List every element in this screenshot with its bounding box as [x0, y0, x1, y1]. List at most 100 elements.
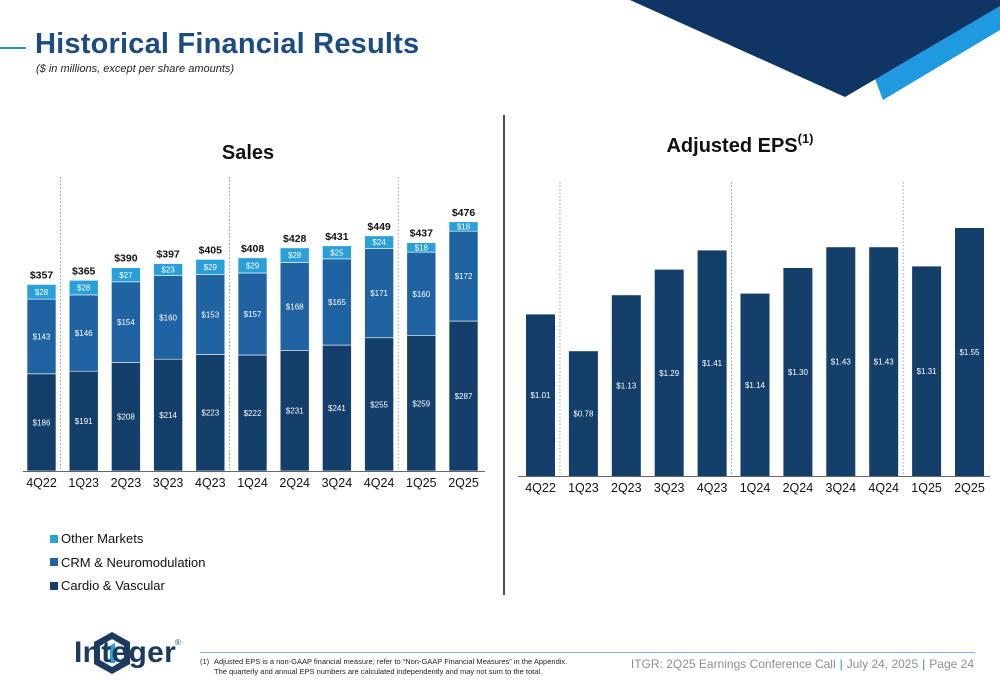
sales-x-tick-label: 1Q25: [406, 476, 437, 490]
sales-segment-label: $241: [328, 404, 346, 413]
sales-bar-segment: [448, 320, 479, 472]
sales-bar-segment: [237, 257, 268, 274]
sales-bar-segment: [448, 230, 479, 322]
sales-bar-segment: [111, 362, 141, 472]
sales-segment-label: $24: [372, 238, 386, 247]
sales-segment-label: $186: [33, 418, 51, 427]
sales-segment-label: $223: [201, 409, 219, 418]
sales-segment-label: $25: [330, 248, 344, 257]
legend-label: Cardio & Vascular: [61, 578, 165, 594]
eps-bar: [611, 295, 641, 476]
eps-bar: [955, 228, 984, 476]
sales-segment-label: $165: [328, 298, 346, 307]
sales-bar-segment: [111, 267, 141, 283]
footnote: (1) Adjusted EPS is a non-GAAP financial …: [200, 657, 567, 676]
sales-bar-segment: [364, 235, 394, 249]
sales-total-label: $390: [114, 253, 138, 265]
logo-wordmark: Integer: [74, 636, 177, 669]
footnote-line-2: The quarterly and annual EPS numbers are…: [214, 666, 543, 676]
sales-segment-label: $153: [201, 311, 219, 320]
sales-bar-segment: [279, 247, 310, 263]
eps-bar: [740, 293, 770, 476]
sales-segment-label: $231: [286, 407, 304, 416]
sales-total-label: $476: [452, 207, 476, 219]
eps-bar: [826, 247, 856, 476]
eps-value-label: $0.78: [573, 410, 594, 419]
sales-total-label: $405: [199, 244, 223, 256]
eps-x-tick-label: 1Q25: [911, 481, 942, 495]
eps-x-tick-label: 4Q22: [525, 481, 556, 495]
eps-value-label: $1.55: [959, 348, 980, 357]
eps-chart: Adjusted EPS(1) $1.01 4Q22 $0.78 1Q23 $1.13 2…: [518, 131, 990, 495]
sales-total-label: $431: [325, 231, 349, 243]
eps-value-label: $1.14: [745, 381, 766, 390]
eps-bar: [912, 266, 942, 476]
sales-segment-label: $28: [77, 284, 91, 293]
page-title: Historical Financial Results: [35, 28, 420, 60]
sales-segment-label: $27: [119, 271, 133, 280]
sales-bar-segment: [68, 294, 99, 372]
sales-bar-segment: [406, 335, 437, 472]
footnote-line-1: Adjusted EPS is a non-GAAP financial mea…: [214, 657, 568, 666]
legend-label: CRM & Neuromodulation: [61, 554, 206, 570]
sales-x-tick-label: 1Q23: [68, 476, 99, 490]
eps-x-tick-label: 3Q24: [826, 481, 857, 495]
sales-segment-label: $18: [415, 243, 429, 252]
legend-swatch: [50, 581, 58, 590]
eps-value-label: $1.13: [616, 382, 637, 391]
sales-segment-label: $255: [370, 400, 388, 409]
sales-segment-label: $154: [117, 318, 135, 327]
legend-item-cardio-vascular: Cardio & Vascular: [50, 574, 206, 598]
sales-chart-title: Sales: [222, 142, 274, 164]
sales-bar-segment: [111, 281, 141, 363]
sales-bar-segment: [406, 242, 437, 253]
eps-chart-title: Adjusted EPS(1): [666, 131, 813, 157]
sales-segment-label: $23: [161, 266, 175, 275]
legend-item-other-markets: Other Markets: [50, 527, 206, 551]
sales-x-tick-label: 2Q23: [111, 476, 142, 490]
sales-x-tick-label: 2Q25: [448, 476, 479, 490]
eps-value-label: $1.31: [917, 367, 938, 376]
sales-bar-segment: [153, 263, 183, 276]
sales-segment-label: $214: [159, 411, 177, 420]
sales-segment-label: $171: [370, 289, 388, 298]
sales-segment-label: $28: [35, 288, 49, 297]
eps-bar: [697, 250, 727, 476]
legend-item-crm-neuromodulation: CRM & Neuromodulation: [50, 551, 206, 575]
sales-x-tick-label: 4Q24: [364, 476, 395, 490]
sales-segment-label: $18: [457, 222, 471, 231]
eps-x-tick-label: 2Q23: [611, 481, 642, 495]
sales-x-tick-label: 1Q24: [237, 476, 268, 490]
sales-segment-label: $160: [412, 290, 430, 299]
sales-legend: Other Markets CRM & Neuromodulation Card…: [50, 527, 206, 598]
sales-segment-label: $168: [286, 302, 304, 311]
footer-separator: |: [839, 657, 843, 671]
integer-logo-icon: [94, 632, 130, 674]
eps-value-label: $1.30: [788, 368, 809, 377]
logo-registered-mark: ®: [175, 638, 181, 647]
sales-bar-segment: [68, 279, 99, 296]
sales-segment-label: $160: [159, 313, 177, 322]
sales-segment-label: $259: [412, 399, 430, 408]
eps-value-label: $1.43: [874, 358, 895, 367]
sales-segment-label: $29: [246, 261, 260, 270]
sales-total-label: $397: [156, 249, 180, 261]
eps-bar: [654, 269, 684, 476]
footer-date: July 24, 2025: [846, 657, 919, 671]
sales-bar-segment: [26, 284, 57, 300]
legend-label: Other Markets: [61, 531, 144, 547]
sales-chart: Sales $186 $143 $28 $357 4Q22 $191 $146 $28 $365…: [23, 142, 485, 490]
eps-bar: [869, 247, 899, 476]
sales-segment-label: $157: [244, 310, 262, 319]
sales-bar-segment: [364, 248, 394, 339]
sales-bar-segment: [68, 370, 99, 472]
sales-bar-segment: [153, 358, 183, 472]
footer-divider: [200, 652, 975, 653]
legend-swatch: [50, 534, 58, 543]
eps-bar: [526, 314, 555, 476]
sales-bar-segment: [237, 354, 268, 472]
sales-segment-label: $287: [455, 392, 473, 401]
sales-bar-segment: [448, 221, 479, 232]
sales-segment-label: $222: [244, 409, 262, 418]
sales-segment-label: $29: [204, 263, 218, 272]
